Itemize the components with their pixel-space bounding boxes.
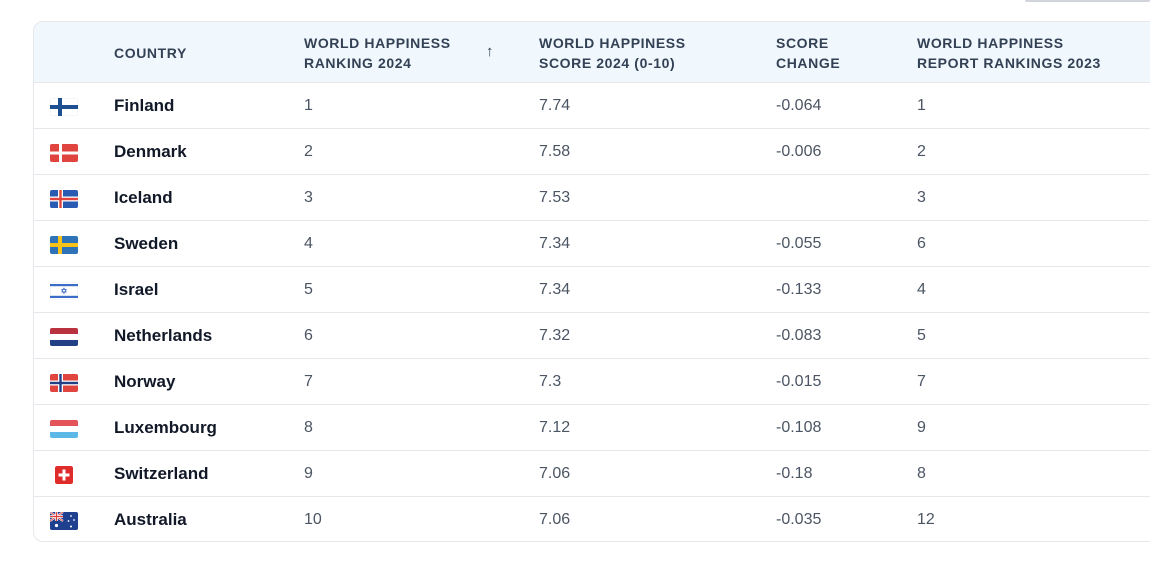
score-change: -0.133: [776, 281, 822, 298]
rank-2024: 1: [304, 97, 313, 114]
country-name: Sweden: [114, 234, 179, 253]
table-row: Iceland 3 7.53 3: [34, 175, 1150, 221]
table-header: COUNTRY WORLD HAPPINESS RANKING 2024 ↑ W…: [34, 22, 1150, 83]
score-2024: 7.3: [539, 373, 562, 390]
score-2024: 7.34: [539, 281, 571, 298]
rank-2023: 7: [917, 373, 926, 390]
australia-flag-icon: [50, 512, 78, 530]
sweden-flag-icon: [50, 236, 78, 254]
table-body: Finland 1 7.74 -0.064 1 Denmark 2 7.58 -…: [34, 83, 1150, 541]
rank-2023: 12: [917, 511, 935, 528]
country-name: Switzerland: [114, 464, 209, 483]
country-name: Iceland: [114, 188, 173, 207]
country-name: Norway: [114, 372, 176, 391]
rank-2024: 9: [304, 465, 313, 482]
score-change: -0.006: [776, 143, 822, 160]
table-row: Norway 7 7.3 -0.015 7: [34, 359, 1150, 405]
norway-flag-icon: [50, 374, 78, 392]
rank-2024: 7: [304, 373, 313, 390]
netherlands-flag-icon: [50, 328, 78, 346]
column-header-country[interactable]: COUNTRY: [114, 44, 187, 61]
country-name: Denmark: [114, 142, 187, 161]
rank-2023: 9: [917, 419, 926, 436]
rank-2024: 5: [304, 281, 313, 298]
rank-2024: 10: [304, 511, 322, 528]
rank-2024: 2: [304, 143, 313, 160]
rank-2024: 8: [304, 419, 313, 436]
table-row: Australia 10 7.06 -0.035 12: [34, 497, 1150, 541]
table-row: Denmark 2 7.58 -0.006 2: [34, 129, 1150, 175]
score-change: -0.108: [776, 419, 822, 436]
score-2024: 7.58: [539, 143, 571, 160]
score-2024: 7.12: [539, 419, 571, 436]
rank-2023: 3: [917, 189, 926, 206]
rank-2024: 3: [304, 189, 313, 206]
denmark-flag-icon: [50, 144, 78, 162]
country-name: Netherlands: [114, 326, 213, 345]
table-row: Luxembourg 8 7.12 -0.108 9: [34, 405, 1150, 451]
score-change: -0.055: [776, 235, 822, 252]
score-2024: 7.06: [539, 511, 571, 528]
country-name: Israel: [114, 280, 159, 299]
score-change: -0.083: [776, 327, 822, 344]
score-change: -0.18: [776, 465, 813, 482]
israel-flag-icon: [50, 282, 78, 300]
rank-2023: 1: [917, 97, 926, 114]
finland-flag-icon: [50, 98, 78, 116]
table-row: Switzerland 9 7.06 -0.18 8: [34, 451, 1150, 497]
luxembourg-flag-icon: [50, 420, 78, 438]
switzerland-flag-icon: [55, 466, 73, 484]
rank-2023: 2: [917, 143, 926, 160]
score-2024: 7.32: [539, 327, 571, 344]
score-2024: 7.74: [539, 97, 571, 114]
country-name: Finland: [114, 96, 175, 115]
country-name: Australia: [114, 510, 187, 529]
happiness-table: COUNTRY WORLD HAPPINESS RANKING 2024 ↑ W…: [33, 21, 1150, 542]
country-name: Luxembourg: [114, 418, 217, 437]
score-2024: 7.53: [539, 189, 571, 206]
rank-2023: 8: [917, 465, 926, 482]
column-header-score-change[interactable]: SCORE CHANGE: [776, 34, 841, 71]
score-change: -0.015: [776, 373, 822, 390]
score-2024: 7.34: [539, 235, 571, 252]
table-row: Finland 1 7.74 -0.064 1: [34, 83, 1150, 129]
rank-2024: 4: [304, 235, 313, 252]
table-row: Netherlands 6 7.32 -0.083 5: [34, 313, 1150, 359]
score-2024: 7.06: [539, 465, 571, 482]
rank-2023: 4: [917, 281, 926, 298]
column-header-score-2024[interactable]: WORLD HAPPINESS SCORE 2024 (0-10): [539, 34, 686, 71]
score-change: -0.064: [776, 97, 822, 114]
column-header-ranking-2024[interactable]: WORLD HAPPINESS RANKING 2024: [304, 34, 451, 71]
table-row: Israel 5 7.34 -0.133 4: [34, 267, 1150, 313]
sort-ascending-icon[interactable]: ↑: [486, 43, 494, 60]
iceland-flag-icon: [50, 190, 78, 208]
top-edge-tab: [1025, 0, 1150, 2]
rank-2024: 6: [304, 327, 313, 344]
rank-2023: 5: [917, 327, 926, 344]
table-row: Sweden 4 7.34 -0.055 6: [34, 221, 1150, 267]
rank-2023: 6: [917, 235, 926, 252]
column-header-rankings-2023[interactable]: WORLD HAPPINESS REPORT RANKINGS 2023: [917, 34, 1101, 71]
score-change: -0.035: [776, 511, 822, 528]
